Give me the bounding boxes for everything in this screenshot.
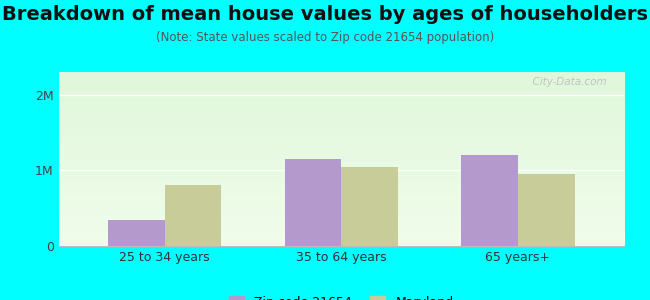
Bar <box>462 155 518 246</box>
Bar <box>108 220 164 246</box>
Text: City-Data.com: City-Data.com <box>526 77 607 87</box>
Text: (Note: State values scaled to Zip code 21654 population): (Note: State values scaled to Zip code 2… <box>156 32 494 44</box>
Text: Breakdown of mean house values by ages of householders: Breakdown of mean house values by ages o… <box>2 4 648 23</box>
Bar <box>164 185 221 246</box>
Bar <box>518 174 575 246</box>
Legend: Zip code 21654, Maryland: Zip code 21654, Maryland <box>224 290 458 300</box>
Bar <box>341 167 398 246</box>
Bar <box>285 159 341 246</box>
